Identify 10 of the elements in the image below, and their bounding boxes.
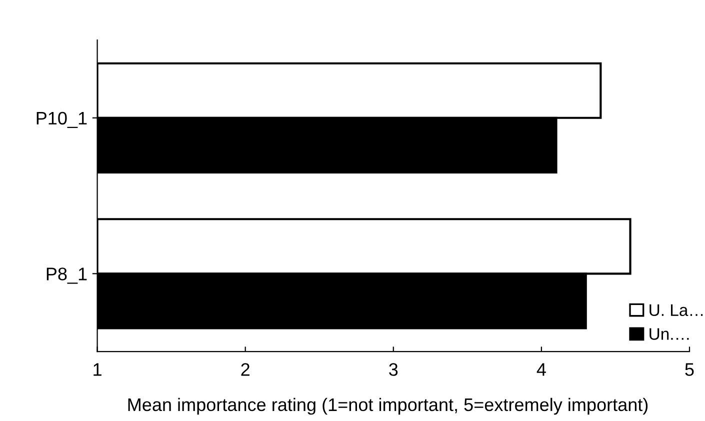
legend-label: U. La… (650, 304, 703, 316)
x-tick-label: 3 (389, 363, 398, 376)
x-tick-label: 5 (685, 363, 694, 376)
legend-label: Un.… (650, 328, 689, 340)
x-tick-label: 4 (536, 363, 546, 376)
x-tick-label: 2 (241, 363, 250, 376)
y-tick-label: P10_1 (36, 112, 87, 128)
x-tick-label: 1 (94, 363, 102, 376)
y-tick-label: P8_1 (46, 268, 87, 284)
x-axis-title: Mean importance rating (1=not important, 5=extremely important) (128, 398, 648, 415)
